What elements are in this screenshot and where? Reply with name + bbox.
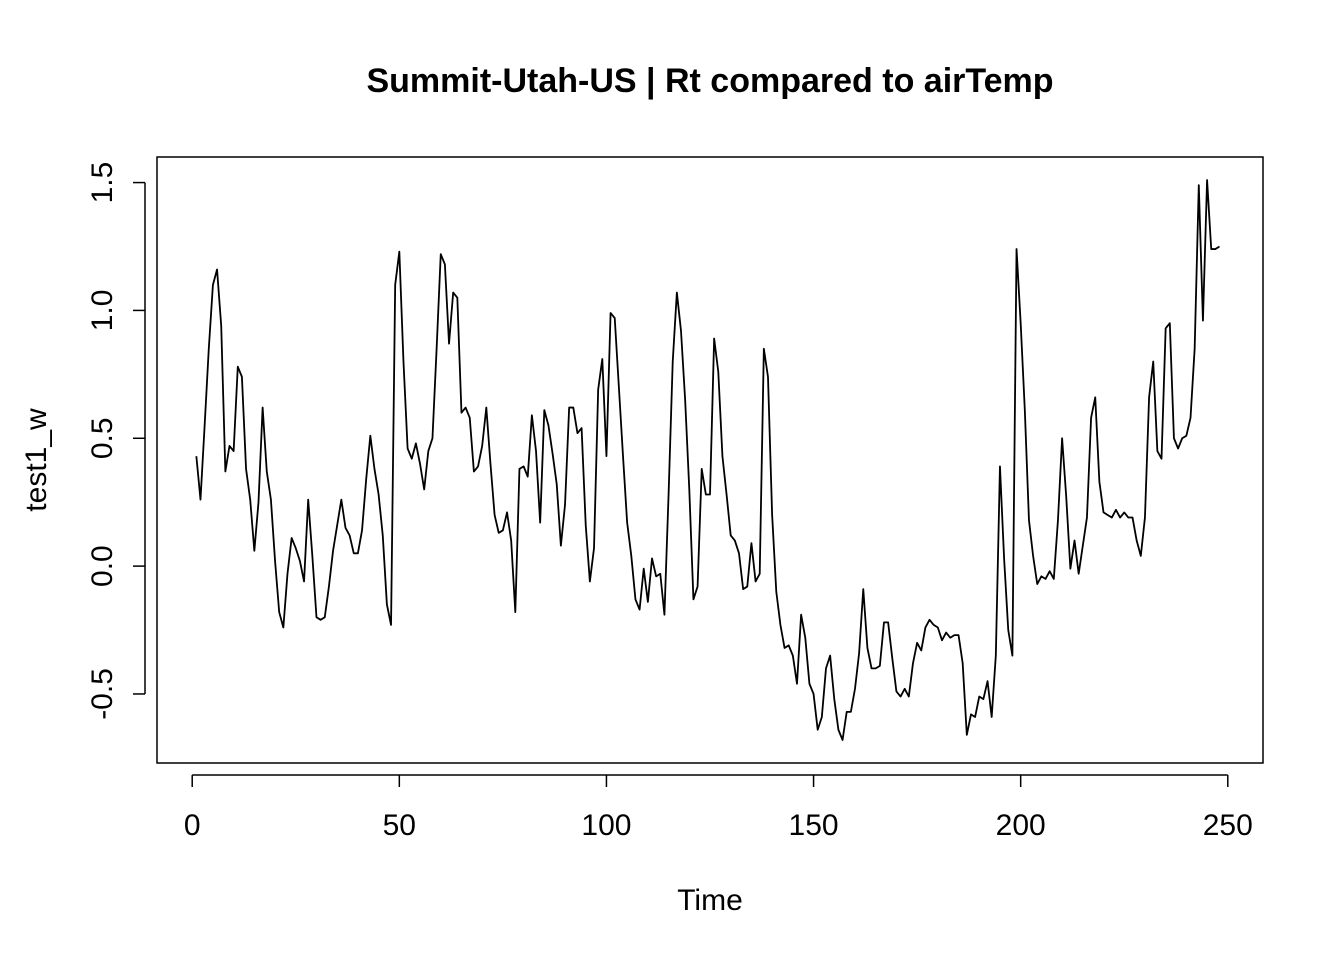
x-tick-label: 250 <box>1203 809 1253 842</box>
y-tick-label: 1.0 <box>86 290 119 332</box>
plot-frame <box>156 156 1264 764</box>
y-tick-label: -0.5 <box>86 668 119 720</box>
chart-title: Summit-Utah-US | Rt compared to airTemp <box>366 62 1053 100</box>
x-tick-label: 200 <box>996 809 1046 842</box>
x-tick-label: 50 <box>383 809 416 842</box>
y-axis: -0.5 0.0 0.5 1.0 1.5 <box>86 162 146 720</box>
y-tick-label: 0.5 <box>86 417 119 459</box>
x-tick-label: 150 <box>789 809 839 842</box>
x-axis: 0 50 100 150 200 250 <box>184 774 1253 842</box>
x-axis-label: Time <box>677 884 743 917</box>
y-tick-label: 1.5 <box>86 162 119 204</box>
y-tick-label: 0.0 <box>86 545 119 587</box>
y-axis-label: test1_w <box>20 408 53 512</box>
series-line <box>195 179 1220 741</box>
x-tick-label: 0 <box>184 809 201 842</box>
x-tick-label: 100 <box>581 809 631 842</box>
